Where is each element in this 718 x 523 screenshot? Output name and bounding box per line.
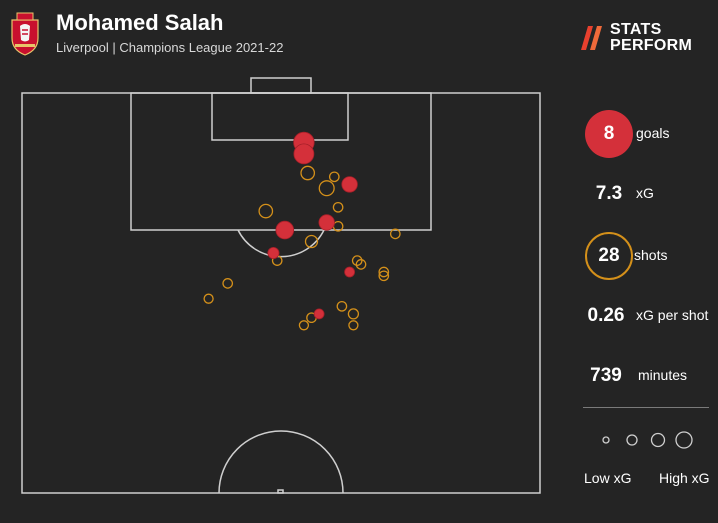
shot-marker	[298, 320, 310, 331]
shot-marker	[304, 234, 319, 249]
goal-marker	[341, 176, 358, 193]
liverpool-crest-icon	[11, 12, 39, 56]
shot-marker	[328, 171, 340, 183]
minutes-label: minutes	[638, 367, 688, 383]
goal	[250, 77, 312, 94]
centre-circle	[218, 430, 344, 494]
goals-label: goals	[636, 125, 670, 141]
goal-marker	[313, 308, 325, 320]
shots-value: 28	[585, 232, 633, 280]
stats-perform-logo: STATS PERFORM	[578, 22, 713, 56]
minutes-value: 739	[590, 365, 622, 386]
shot-marker	[351, 255, 363, 266]
stat-shots: 28 shots	[578, 232, 718, 282]
shot-marker	[332, 201, 344, 213]
shot-marker	[378, 266, 390, 278]
header: Mohamed Salah Liverpool | Champions Leag…	[0, 0, 718, 70]
legend-low-xg-label: Low xG	[584, 470, 632, 486]
shot-marker	[389, 228, 401, 240]
chart-subtitle: Liverpool | Champions League 2021-22	[56, 40, 284, 55]
pitch-outline	[21, 92, 541, 494]
stats-perform-logo-icon	[581, 26, 602, 50]
legend-size-circle	[675, 431, 693, 449]
goal-marker	[318, 214, 335, 231]
legend-high-xg-label: High xG	[659, 470, 710, 486]
divider	[583, 407, 709, 408]
shot-marker	[347, 308, 360, 320]
legend-size-circle	[626, 434, 638, 446]
xg-per-shot-label: xG per shot	[636, 307, 709, 323]
shots-label: shots	[634, 247, 668, 263]
legend-size-circle	[602, 436, 610, 444]
goal-marker	[275, 220, 295, 240]
stat-minutes: 739 minutes	[578, 352, 718, 402]
xg-per-shot-value: 0.26	[587, 305, 625, 326]
shot-marker	[348, 320, 359, 331]
xg-size-legend	[602, 431, 693, 449]
shot-marker	[222, 278, 234, 289]
centre-spot	[277, 489, 284, 494]
goal-marker	[293, 143, 315, 165]
stat-goals: 8 goals	[578, 110, 718, 160]
stat-xg-per-shot: 0.26 xG per shot	[578, 292, 718, 342]
legend-size-circle	[650, 432, 666, 448]
stat-xg: 7.3 xG	[578, 170, 718, 220]
shot-marker	[203, 293, 214, 304]
shot-marker	[355, 259, 367, 270]
six-yard-box	[211, 92, 349, 141]
shot-marker	[300, 165, 316, 181]
shot-marker	[258, 203, 274, 219]
brand-name-line1: STATS	[610, 21, 662, 38]
penalty-area	[130, 92, 432, 231]
shots-layer	[203, 131, 401, 331]
player-name: Mohamed Salah	[56, 10, 224, 35]
penalty-arc	[237, 229, 325, 258]
goal-marker	[344, 266, 356, 278]
pitch-lines	[21, 77, 541, 494]
shot-marker	[378, 270, 390, 282]
goals-value: 8	[585, 110, 633, 158]
brand-name-line2: PERFORM	[610, 37, 693, 54]
shot-marker	[318, 180, 335, 197]
goal-marker	[267, 246, 280, 259]
xg-value: 7.3	[595, 183, 623, 204]
shot-marker	[336, 300, 348, 312]
xg-label: xG	[636, 185, 654, 201]
